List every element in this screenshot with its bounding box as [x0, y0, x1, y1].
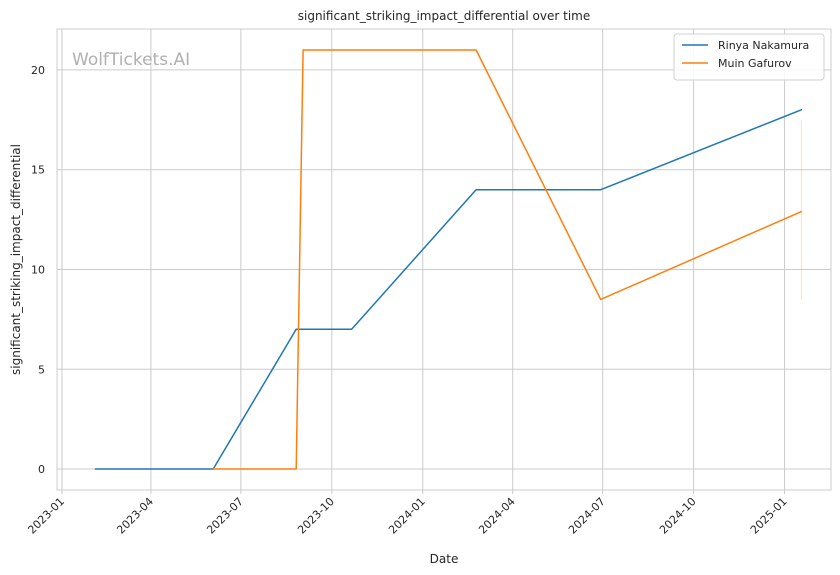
y-tick-label: 15: [31, 164, 45, 177]
series-lines: [94, 49, 803, 470]
chart-title: significant_striking_impact_differential…: [298, 9, 590, 23]
series-line-1: [212, 49, 803, 470]
legend-label: Rinya Nakamura: [718, 39, 809, 52]
watermark: WolfTickets.AI: [72, 50, 190, 70]
plot-frame: [56, 28, 832, 491]
y-tick-label: 0: [38, 463, 45, 476]
y-tick-label: 5: [38, 363, 45, 376]
legend: Rinya Nakamura Muin Gafurov: [673, 33, 825, 81]
x-axis-title: Date: [430, 552, 459, 566]
legend-label: Muin Gafurov: [718, 57, 792, 70]
legend-box: [673, 33, 825, 81]
y-tick-label: 20: [31, 64, 45, 77]
y-tick-label: 10: [31, 263, 45, 276]
y-axis-ticks: 0 5 10 15 20: [31, 64, 45, 476]
y-axis-title: significant_striking_impact_differential: [9, 144, 23, 375]
